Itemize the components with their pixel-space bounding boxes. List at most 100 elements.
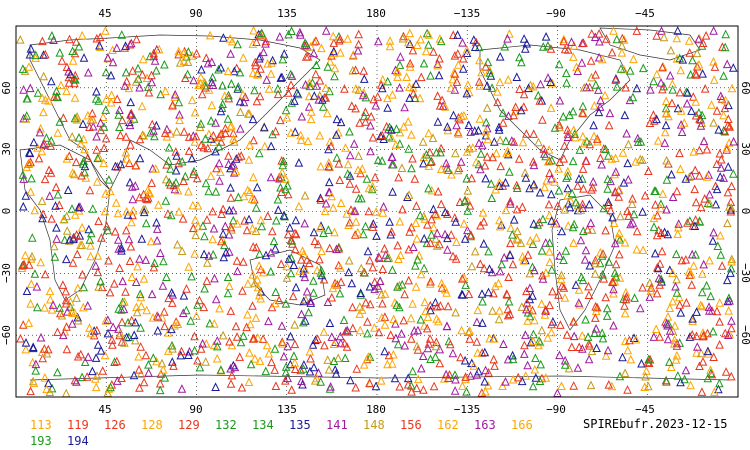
observation-triangle: [623, 174, 633, 184]
observation-triangle: [545, 168, 554, 177]
observation-triangle: [480, 376, 490, 386]
observation-triangle: [440, 284, 450, 294]
observation-triangle: [111, 161, 120, 171]
observation-triangle: [535, 96, 545, 105]
observation-triangle: [690, 184, 700, 194]
observation-triangle: [675, 300, 685, 309]
observation-triangle: [537, 299, 546, 308]
observation-triangle: [571, 197, 581, 207]
observation-triangle: [555, 350, 564, 360]
observation-triangle: [287, 236, 297, 245]
observation-triangle: [156, 369, 166, 378]
observation-triangle: [73, 351, 83, 361]
observation-triangle: [607, 277, 617, 286]
observation-triangle: [528, 156, 538, 166]
observation-triangle: [353, 45, 363, 55]
observation-triangle: [106, 70, 116, 80]
observation-triangle: [619, 64, 629, 74]
observation-triangle: [522, 129, 531, 138]
observation-triangle: [139, 207, 149, 217]
observation-triangle: [526, 337, 536, 347]
observation-triangle: [243, 185, 253, 195]
observation-triangle: [167, 287, 177, 297]
coastline-path: [29, 34, 321, 191]
observation-triangle: [412, 233, 422, 243]
observation-triangle: [591, 258, 600, 268]
observation-triangle: [395, 216, 405, 226]
observation-triangle: [399, 31, 408, 41]
observation-triangle: [626, 219, 635, 229]
observation-triangle: [332, 153, 342, 162]
observation-triangle: [283, 180, 292, 190]
observation-triangle: [716, 154, 726, 164]
observation-triangle: [543, 73, 553, 82]
observation-triangle: [324, 177, 334, 187]
observation-triangle: [173, 185, 183, 195]
observation-triangle: [143, 193, 153, 202]
observation-triangle: [426, 354, 435, 363]
observation-triangle: [72, 249, 82, 259]
observation-triangle: [65, 234, 75, 244]
observation-triangle: [266, 69, 276, 78]
observation-triangle: [555, 122, 564, 132]
observation-triangle: [55, 117, 65, 126]
observation-triangle: [672, 274, 681, 284]
observation-triangle: [42, 348, 52, 358]
observation-triangle: [248, 114, 258, 124]
observation-triangle: [70, 210, 80, 219]
observation-triangle: [171, 165, 181, 175]
observation-triangle: [467, 173, 477, 183]
observation-triangle: [481, 173, 490, 183]
observation-triangle: [681, 254, 691, 264]
observation-triangle: [598, 269, 607, 279]
observation-triangle: [290, 228, 300, 238]
observation-triangle: [515, 84, 524, 93]
observation-triangle: [201, 134, 210, 143]
observation-triangle: [563, 125, 572, 134]
observation-triangle: [101, 315, 111, 325]
observation-triangle: [435, 100, 445, 110]
observation-triangle: [491, 148, 501, 158]
observation-triangle: [567, 342, 577, 351]
observation-triangle: [498, 108, 508, 117]
observation-triangle: [286, 253, 296, 262]
observation-triangle: [710, 62, 720, 71]
observation-triangle: [541, 373, 551, 382]
observation-triangle: [250, 278, 259, 288]
observation-triangle: [274, 172, 284, 182]
observation-triangle: [697, 301, 707, 311]
observation-triangle: [578, 131, 588, 141]
observation-triangle: [282, 112, 292, 122]
observation-triangle: [452, 77, 462, 86]
observation-triangle: [31, 359, 41, 369]
observation-triangle: [103, 388, 113, 397]
observation-triangle: [318, 102, 328, 111]
observation-triangle: [455, 197, 465, 206]
observation-triangle: [267, 226, 277, 236]
observation-triangle: [546, 103, 556, 112]
observation-triangle: [393, 282, 402, 291]
observation-triangle: [426, 305, 435, 315]
observation-triangle: [112, 356, 122, 366]
observation-triangle: [403, 379, 413, 389]
observation-triangle: [243, 279, 253, 288]
observation-triangle: [177, 384, 187, 393]
observation-triangle: [687, 280, 697, 289]
observation-triangle: [547, 265, 557, 274]
observation-triangle: [368, 262, 378, 272]
observation-triangle: [652, 288, 662, 298]
observation-triangle: [264, 348, 274, 358]
observation-triangle: [573, 363, 583, 372]
observation-triangle: [604, 257, 614, 266]
observation-triangle: [141, 193, 151, 203]
observation-triangle: [217, 209, 226, 218]
observation-triangle: [723, 162, 733, 171]
observation-triangle: [223, 272, 233, 281]
observation-triangle: [555, 157, 565, 166]
observation-triangle: [607, 381, 617, 391]
observation-triangle: [237, 382, 247, 392]
observation-triangle: [501, 177, 510, 187]
observation-triangle: [472, 337, 482, 346]
observation-triangle: [591, 306, 601, 316]
observation-triangle: [291, 215, 301, 225]
